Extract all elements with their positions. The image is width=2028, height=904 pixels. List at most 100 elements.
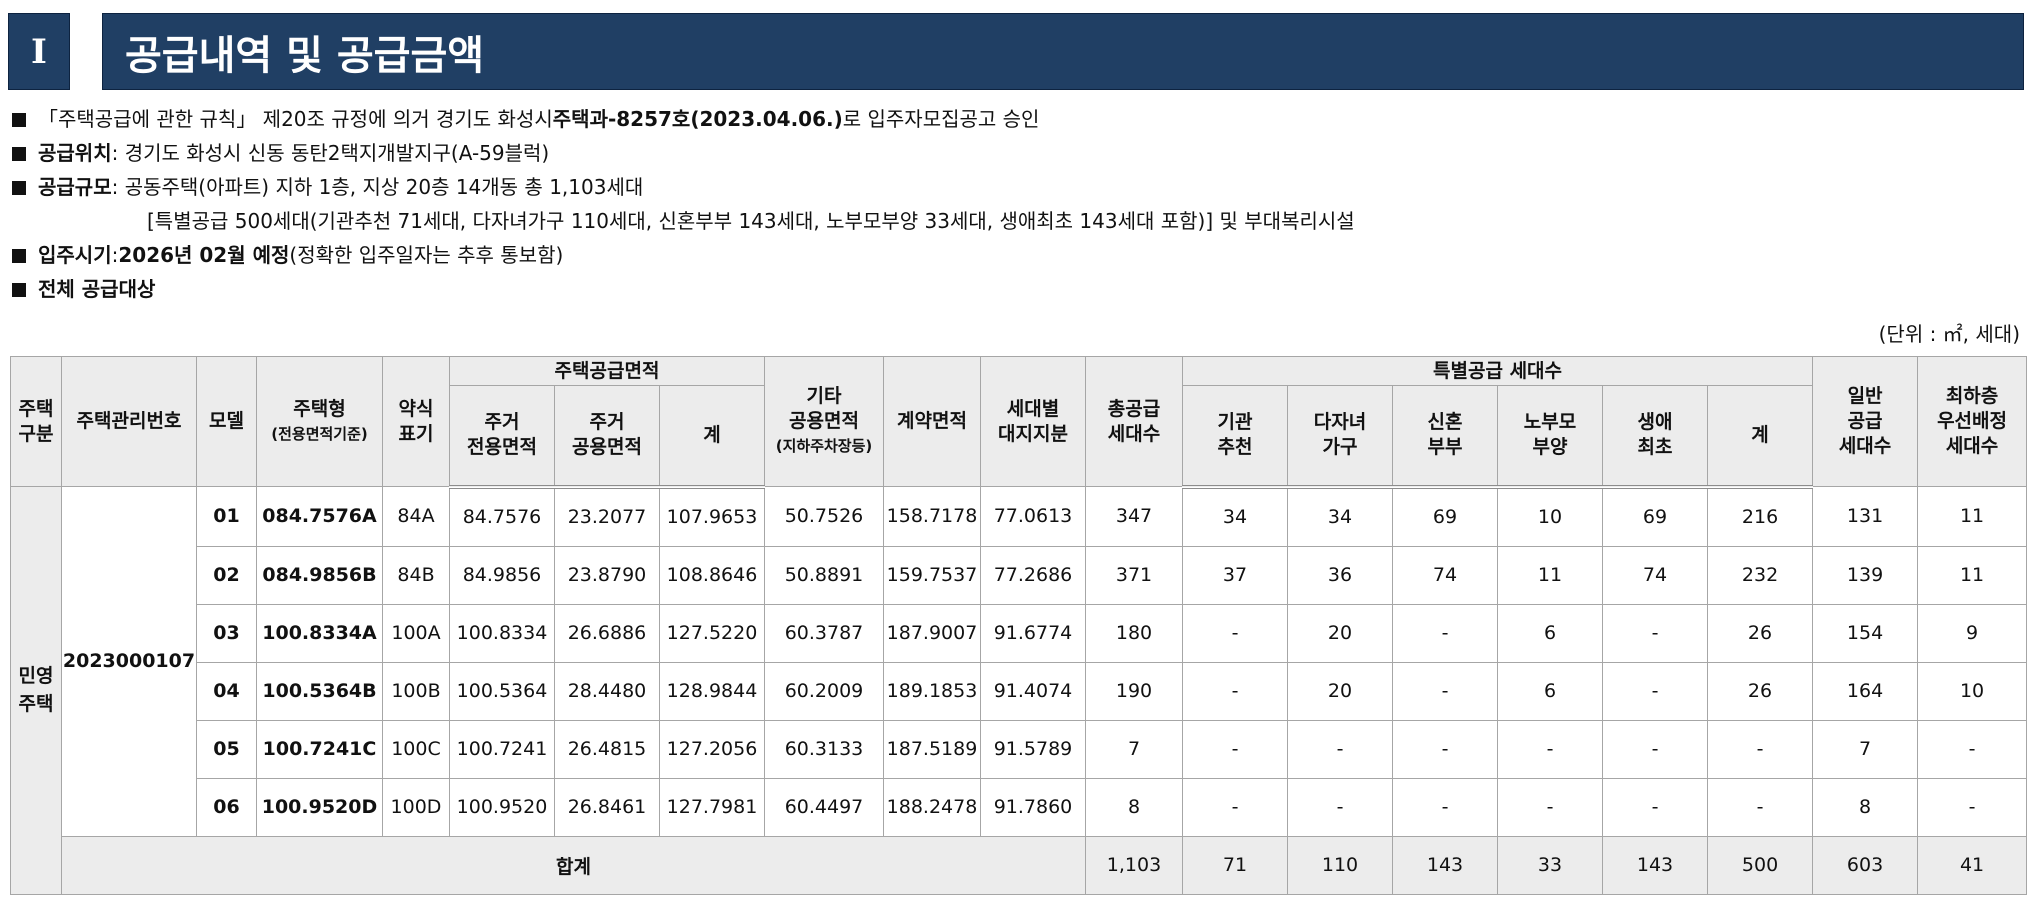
mgmt-no-cell: 2023000107 [61, 486, 197, 837]
first-cell: 74 [1602, 545, 1708, 605]
special-sum-cell: 216 [1706, 486, 1814, 547]
inst-cell: - [1182, 719, 1288, 779]
total-units-cell: 180 [1085, 603, 1183, 663]
total-units-cell: 190 [1085, 661, 1183, 721]
special-sum-cell: 26 [1706, 603, 1814, 663]
movein-date: 2026년 02월 예정 [118, 243, 290, 267]
other-common-cell: 60.3133 [764, 719, 884, 779]
exclusive-cell: 84.7576 [449, 486, 555, 547]
square-bullet-icon [12, 147, 26, 161]
location-label: 공급위치 [38, 141, 112, 165]
lowest-cell: - [1917, 719, 2028, 779]
square-bullet-icon [12, 249, 26, 263]
model-cell: 03 [196, 603, 257, 663]
land-cell: 91.7860 [980, 777, 1086, 837]
contract-cell: 187.5189 [883, 719, 981, 779]
general-cell: 7 [1812, 719, 1919, 779]
totals-newlywed: 143 [1392, 835, 1498, 895]
model-cell: 01 [196, 486, 257, 547]
totals-first: 143 [1602, 835, 1708, 895]
first-cell: - [1602, 603, 1708, 663]
exclusive-cell: 84.9856 [449, 545, 555, 605]
header-special-group: 특별공급 세대수 [1181, 356, 1814, 386]
header-housing-type-label: 주택형 [293, 397, 346, 420]
common-cell: 26.4815 [554, 719, 660, 779]
unit-note: (단위 : ㎡, 세대) [1878, 322, 2020, 346]
multi-cell: 20 [1287, 661, 1393, 721]
contract-cell: 187.9007 [883, 603, 981, 663]
section-title: 공급내역 및 공급금액 [102, 13, 2024, 90]
sum-cell: 108.8646 [659, 545, 765, 605]
inst-cell: - [1182, 777, 1288, 837]
land-cell: 77.2686 [980, 545, 1086, 605]
sum-cell: 127.5220 [659, 603, 765, 663]
table-row: 05 100.7241C 100C 100.7241 26.4815 127.2… [11, 719, 2028, 779]
header-lowest: 최하층 우선배정 세대수 [1917, 356, 2028, 487]
header-model: 모델 [196, 356, 257, 487]
general-cell: 139 [1812, 545, 1919, 605]
contract-cell: 188.2478 [883, 777, 981, 837]
movein-label: 입주시기 [38, 243, 112, 267]
multi-cell: 34 [1287, 486, 1393, 547]
header-general: 일반 공급 세대수 [1812, 356, 1919, 487]
multi-cell: 20 [1287, 603, 1393, 663]
header-contract: 계약면적 [883, 356, 981, 487]
scale-detail: [특별공급 500세대(기관추천 71세대, 다자녀가구 110세대, 신혼부부… [147, 209, 1355, 233]
target-label: 전체 공급대상 [38, 277, 156, 301]
other-common-cell: 60.3787 [764, 603, 884, 663]
abbr-cell: 100D [382, 777, 450, 837]
movein-note: (정확한 입주일자는 추후 통보함) [289, 243, 564, 267]
header-multi: 다자녀 가구 [1287, 385, 1393, 489]
header-total-units: 총공급 세대수 [1085, 356, 1183, 487]
housing-type-cell: 100.9520D [256, 777, 383, 837]
housing-type-cell: 100.7241C [256, 719, 383, 779]
land-cell: 91.6774 [980, 603, 1086, 663]
exclusive-cell: 100.8334 [449, 603, 555, 663]
table-row: 06 100.9520D 100D 100.9520 26.8461 127.7… [11, 777, 2028, 837]
abbr-cell: 84B [382, 545, 450, 605]
general-cell: 131 [1812, 486, 1919, 547]
header-other-common-sub: (지하주차장등) [775, 437, 873, 455]
common-cell: 26.6886 [554, 603, 660, 663]
sum-cell: 127.7981 [659, 777, 765, 837]
header-area-group: 주택공급면적 [449, 356, 765, 386]
header-other-common-label: 기타 공용면적 [789, 385, 859, 432]
sum-cell: 128.9844 [659, 661, 765, 721]
inst-cell: 37 [1182, 545, 1288, 605]
header-special-sum: 계 [1706, 385, 1814, 489]
scale-line: 공급규모 : 공동주택(아파트) 지하 1층, 지상 20층 14개동 총 1,… [8, 170, 1355, 204]
header-newlywed: 신혼 부부 [1392, 385, 1498, 489]
model-cell: 05 [196, 719, 257, 779]
common-cell: 23.8790 [554, 545, 660, 605]
table-row: 02 084.9856B 84B 84.9856 23.8790 108.864… [11, 545, 2028, 605]
housing-type-cell: 100.5364B [256, 661, 383, 721]
scale-label: 공급규모 [38, 175, 112, 199]
general-cell: 154 [1812, 603, 1919, 663]
totals-inst: 71 [1182, 835, 1288, 895]
other-common-cell: 50.8891 [764, 545, 884, 605]
other-common-cell: 60.4497 [764, 777, 884, 837]
lowest-cell: - [1917, 777, 2028, 837]
abbr-cell: 100C [382, 719, 450, 779]
abbr-cell: 100B [382, 661, 450, 721]
first-cell: - [1602, 777, 1708, 837]
elderly-cell: 6 [1497, 603, 1603, 663]
first-cell: - [1602, 661, 1708, 721]
elderly-cell: - [1497, 777, 1603, 837]
total-units-cell: 8 [1085, 777, 1183, 837]
common-cell: 26.8461 [554, 777, 660, 837]
housing-type-cell: 084.7576A [256, 486, 383, 547]
elderly-cell: 10 [1497, 486, 1603, 547]
abbr-cell: 100A [382, 603, 450, 663]
abbr-cell: 84A [382, 486, 450, 547]
inst-cell: - [1182, 661, 1288, 721]
contract-cell: 158.7178 [883, 486, 981, 547]
lowest-cell: 11 [1917, 486, 2028, 547]
newlywed-cell: 69 [1392, 486, 1498, 547]
header-exclusive: 주거 전용면적 [449, 385, 555, 489]
header-abbr: 약식 표기 [382, 356, 450, 487]
newlywed-cell: - [1392, 603, 1498, 663]
contract-cell: 189.1853 [883, 661, 981, 721]
scale-value: : 공동주택(아파트) 지하 1층, 지상 20층 14개동 총 1,103세대 [111, 175, 644, 199]
special-sum-cell: - [1706, 719, 1814, 779]
